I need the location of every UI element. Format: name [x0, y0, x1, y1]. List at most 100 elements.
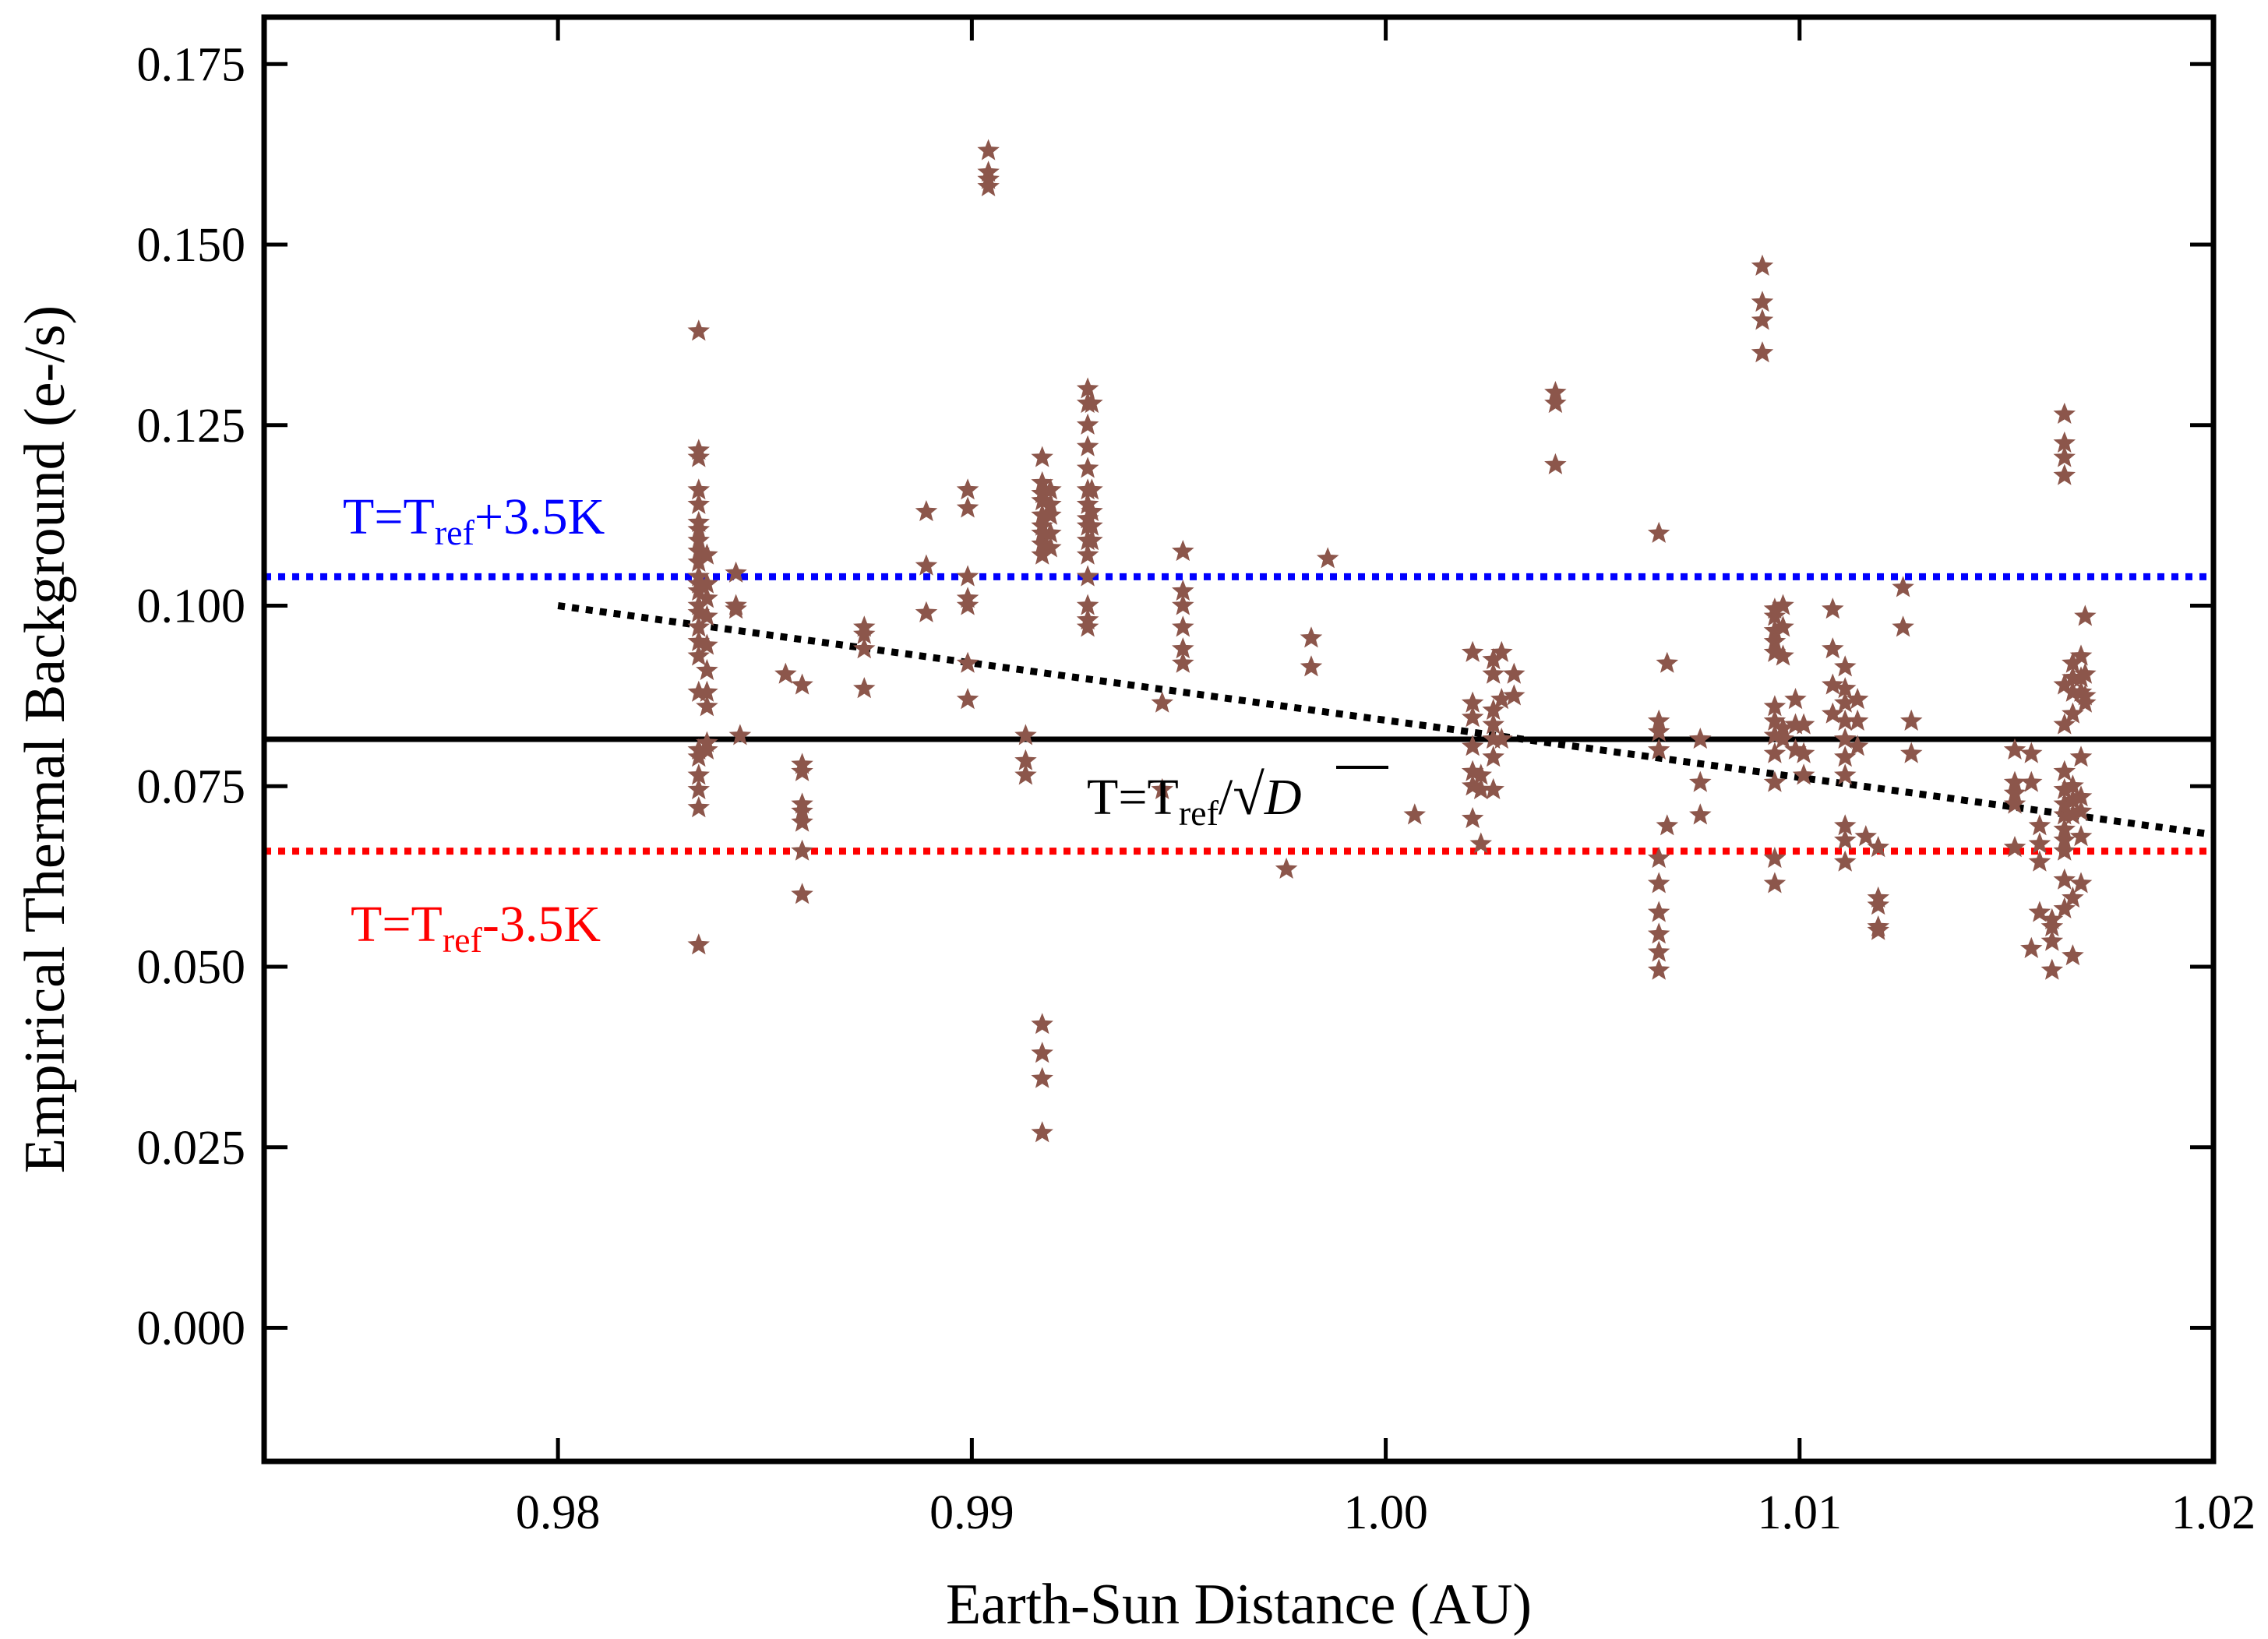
data-point-star — [1172, 580, 1194, 601]
data-point-star — [1647, 521, 1670, 543]
data-point-star — [1544, 453, 1567, 474]
data-point-star — [1656, 651, 1679, 673]
data-point-star — [1076, 435, 1099, 456]
data-point-star — [696, 604, 718, 626]
annotation-plus-3.5K: T=Tref+3.5K — [343, 488, 605, 552]
data-point-star — [2053, 464, 2076, 485]
data-point-star — [1172, 637, 1194, 659]
data-point-star — [1834, 850, 1857, 872]
data-point-star — [1031, 1042, 1053, 1063]
data-point-star — [1503, 662, 1526, 684]
data-point-star — [2053, 673, 2076, 695]
data-point-star — [1656, 814, 1679, 836]
data-point-star — [1461, 706, 1484, 728]
data-point-star — [2062, 944, 2084, 966]
data-point-star — [2053, 446, 2076, 467]
data-point-star — [1834, 828, 1857, 850]
data-point-star — [687, 540, 710, 562]
data-point-star — [1076, 615, 1099, 637]
data-point-star — [2062, 803, 2084, 825]
data-point-star — [1846, 709, 1869, 731]
data-point-star — [1647, 872, 1670, 894]
data-point-star — [687, 446, 710, 467]
data-point-star — [2069, 680, 2093, 702]
data-point-star — [1076, 543, 1099, 565]
data-point-star — [687, 777, 710, 799]
data-point-star — [1469, 832, 1492, 854]
data-point-star — [1834, 763, 1857, 785]
data-point-star — [1792, 742, 1815, 763]
data-point-star — [1784, 688, 1807, 710]
data-point-star — [696, 587, 718, 608]
data-point-star — [1772, 615, 1794, 637]
y-tick-label: 0.050 — [137, 941, 246, 994]
data-point-star — [1772, 717, 1794, 738]
data-point-star — [956, 496, 979, 518]
data-point-star — [687, 319, 710, 341]
data-point-star — [915, 554, 938, 576]
data-point-star — [2062, 680, 2084, 702]
data-point-star — [2074, 604, 2097, 626]
data-point-star — [1763, 724, 1787, 745]
data-point-star — [1772, 594, 1794, 615]
data-point-star — [1834, 745, 1857, 767]
data-point-star — [1647, 958, 1670, 980]
data-point-star — [1647, 847, 1670, 869]
plot-frame — [261, 14, 2217, 1465]
data-point-star — [791, 799, 813, 821]
data-point-star — [2053, 897, 2076, 918]
data-point-star — [696, 658, 718, 681]
data-point-star — [1834, 709, 1857, 731]
data-point-star — [2053, 868, 2076, 890]
data-point-star — [1076, 565, 1099, 587]
data-point-star — [1081, 478, 1103, 500]
data-point-star — [2053, 839, 2076, 861]
data-point-star — [1039, 521, 1062, 543]
data-point-star — [687, 680, 710, 702]
data-point-star — [687, 644, 710, 666]
data-point-star — [1834, 728, 1857, 749]
x-tick-label: 1.02 — [2171, 1486, 2256, 1539]
data-point-star — [1172, 651, 1194, 673]
data-point-star — [2069, 745, 2093, 767]
data-point-star — [791, 673, 813, 695]
data-point-star — [1763, 695, 1787, 717]
data-point-star — [1031, 1013, 1053, 1035]
data-point-star — [1081, 529, 1103, 551]
data-point-star — [687, 933, 710, 955]
data-point-star — [1031, 521, 1053, 543]
data-point-star — [853, 677, 876, 699]
data-point-star — [2053, 431, 2076, 453]
y-tick-label: 0.075 — [137, 760, 246, 813]
data-point-star — [2069, 644, 2093, 666]
data-point-star — [1031, 532, 1053, 554]
data-point-star — [956, 565, 979, 587]
data-point-star — [2069, 785, 2093, 807]
data-point-star — [1081, 500, 1103, 522]
data-point-star — [2062, 702, 2084, 724]
data-point-star — [1031, 446, 1053, 467]
data-point-star — [725, 597, 747, 619]
data-point-star — [1076, 594, 1099, 615]
data-point-star — [1469, 763, 1492, 785]
data-point-star — [1503, 684, 1526, 706]
data-point-star — [687, 478, 710, 500]
data-point-star — [1031, 471, 1053, 493]
data-point-star — [1076, 456, 1099, 478]
data-point-star — [2040, 958, 2064, 980]
data-point-star — [1784, 713, 1807, 735]
data-point-star — [1490, 728, 1513, 749]
data-point-star — [956, 478, 979, 500]
data-point-star — [2053, 760, 2076, 781]
data-point-star — [1647, 922, 1670, 944]
data-point-star — [687, 745, 710, 767]
data-point-star — [791, 839, 813, 861]
data-point-star — [687, 615, 710, 637]
x-axis-title: Earth-Sun Distance (AU) — [946, 1573, 1532, 1637]
data-point-star — [696, 633, 718, 655]
data-point-star — [696, 680, 718, 702]
data-point-star — [1490, 688, 1513, 710]
y-tick-label: 0.150 — [137, 219, 246, 272]
data-point-star — [2074, 662, 2097, 684]
data-point-star — [1403, 803, 1426, 825]
